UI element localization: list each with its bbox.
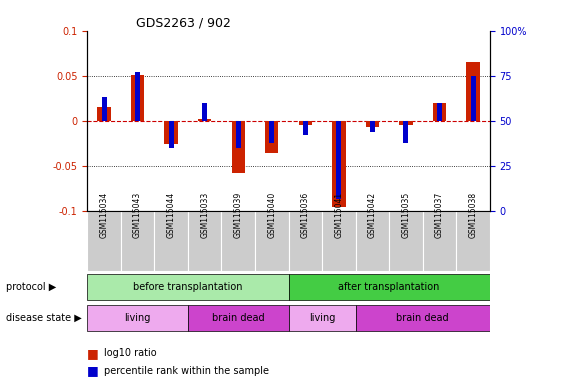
Text: GSM115035: GSM115035 bbox=[401, 192, 410, 238]
Text: GSM115034: GSM115034 bbox=[100, 192, 109, 238]
Bar bbox=[101, 98, 106, 121]
Bar bbox=[265, 121, 279, 152]
Text: ■: ■ bbox=[87, 364, 103, 377]
Bar bbox=[131, 75, 144, 121]
Text: GSM115043: GSM115043 bbox=[133, 192, 142, 238]
Bar bbox=[298, 121, 312, 126]
Text: brain dead: brain dead bbox=[396, 313, 449, 323]
Bar bbox=[231, 121, 245, 173]
Bar bbox=[188, 211, 221, 271]
Text: percentile rank within the sample: percentile rank within the sample bbox=[104, 366, 269, 376]
Bar bbox=[389, 211, 423, 271]
Bar bbox=[456, 211, 490, 271]
Bar bbox=[135, 72, 140, 121]
Bar bbox=[437, 103, 442, 121]
Bar bbox=[236, 121, 241, 148]
Text: living: living bbox=[309, 313, 336, 323]
Bar bbox=[322, 211, 356, 271]
Bar bbox=[87, 305, 188, 331]
Text: GSM115037: GSM115037 bbox=[435, 192, 444, 238]
Text: after transplantation: after transplantation bbox=[338, 282, 440, 292]
Bar bbox=[188, 305, 289, 331]
Text: before transplantation: before transplantation bbox=[133, 282, 243, 292]
Bar bbox=[356, 211, 389, 271]
Bar bbox=[121, 211, 154, 271]
Bar bbox=[289, 274, 490, 300]
Text: GSM115039: GSM115039 bbox=[234, 192, 243, 238]
Bar bbox=[289, 305, 356, 331]
Text: GSM115042: GSM115042 bbox=[368, 192, 377, 238]
Text: log10 ratio: log10 ratio bbox=[104, 348, 157, 358]
Bar bbox=[87, 211, 121, 271]
Bar bbox=[168, 121, 173, 148]
Bar bbox=[97, 108, 111, 121]
Bar bbox=[399, 121, 413, 126]
Text: brain dead: brain dead bbox=[212, 313, 265, 323]
Bar bbox=[87, 274, 289, 300]
Bar bbox=[332, 121, 346, 207]
Text: GSM115044: GSM115044 bbox=[167, 192, 176, 238]
Bar bbox=[255, 211, 289, 271]
Bar bbox=[336, 121, 341, 199]
Text: ■: ■ bbox=[87, 347, 103, 360]
Bar bbox=[289, 211, 322, 271]
Bar bbox=[466, 62, 480, 121]
Text: GDS2263 / 902: GDS2263 / 902 bbox=[136, 17, 230, 30]
Bar bbox=[269, 121, 274, 142]
Bar bbox=[471, 76, 476, 121]
Bar bbox=[198, 119, 211, 121]
Text: GSM115040: GSM115040 bbox=[267, 192, 276, 238]
Text: GSM115033: GSM115033 bbox=[200, 192, 209, 238]
Bar bbox=[370, 121, 375, 132]
Text: GSM115038: GSM115038 bbox=[468, 192, 477, 238]
Bar bbox=[303, 121, 308, 136]
Text: protocol ▶: protocol ▶ bbox=[6, 282, 56, 292]
Bar bbox=[154, 211, 188, 271]
Bar bbox=[404, 121, 409, 142]
Text: living: living bbox=[124, 313, 151, 323]
Bar bbox=[423, 211, 456, 271]
Bar bbox=[164, 121, 178, 144]
Bar bbox=[356, 305, 490, 331]
Text: disease state ▶: disease state ▶ bbox=[6, 313, 82, 323]
Bar bbox=[366, 121, 379, 127]
Bar bbox=[221, 211, 255, 271]
Bar bbox=[433, 103, 446, 121]
Text: GSM115041: GSM115041 bbox=[334, 192, 343, 238]
Text: GSM115036: GSM115036 bbox=[301, 192, 310, 238]
Bar bbox=[202, 103, 207, 121]
